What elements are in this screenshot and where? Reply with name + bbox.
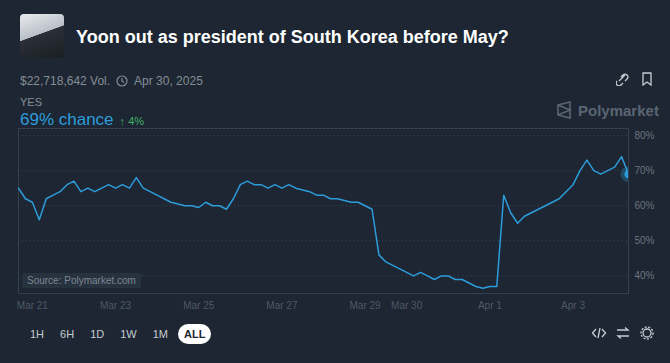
svg-text:60%: 60%	[635, 200, 655, 211]
svg-text:Apr 1: Apr 1	[478, 300, 502, 311]
svg-text:Mar 25: Mar 25	[183, 300, 215, 311]
svg-text:Mar 23: Mar 23	[100, 300, 132, 311]
html-text:6H: 6H	[60, 328, 75, 340]
html-text:Apr 30, 2025: Apr 30, 2025	[134, 74, 203, 88]
svg-text:40%: 40%	[635, 270, 655, 281]
svg-text:80%: 80%	[635, 130, 655, 141]
html-text:Yoon out as president of South: Yoon out as president of South Korea bef…	[76, 27, 509, 47]
svg-text:Apr 3: Apr 3	[561, 300, 585, 311]
svg-text:50%: 50%	[635, 235, 655, 246]
html-text:Source: Polymarket.com: Source: Polymarket.com	[27, 275, 136, 286]
html-text:69% chance ↑ 4%: 69% chance ↑ 4%	[20, 110, 144, 129]
svg-text:70%: 70%	[635, 165, 655, 176]
html-text:1W: 1W	[120, 328, 137, 340]
svg-text:Mar 29: Mar 29	[350, 300, 382, 311]
html-text:$22,718,642 Vol.: $22,718,642 Vol.	[20, 74, 111, 88]
svg-text:Mar 21: Mar 21	[17, 300, 49, 311]
html-text:1M: 1M	[152, 328, 168, 340]
html-text:YES: YES	[20, 96, 42, 108]
html-text:1D: 1D	[90, 328, 105, 340]
html-text:ALL: ALL	[184, 328, 206, 340]
html-text:1H: 1H	[30, 328, 45, 340]
html-text:Polymarket: Polymarket	[578, 101, 659, 119]
svg-text:Mar 30: Mar 30	[391, 300, 423, 311]
svg-text:Mar 27: Mar 27	[266, 300, 298, 311]
